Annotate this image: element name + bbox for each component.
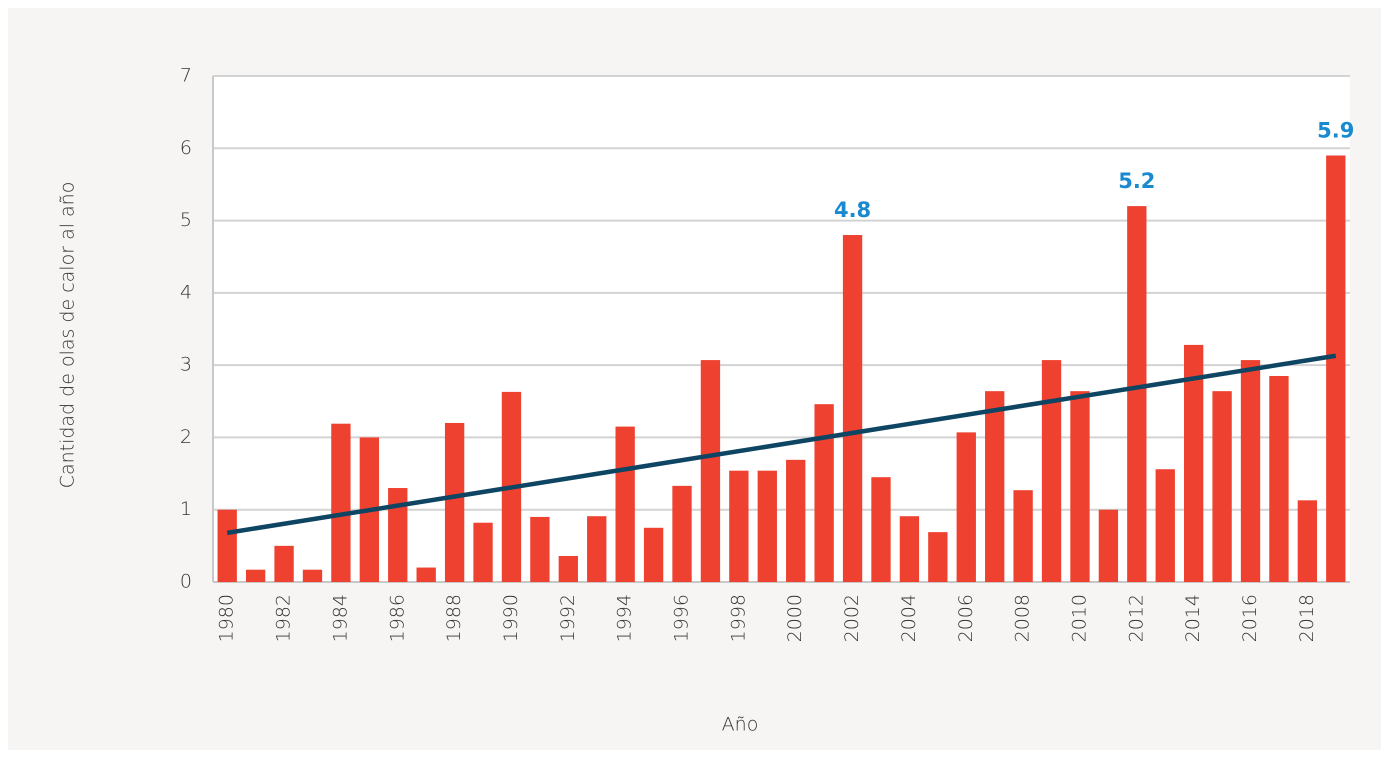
bar [786, 459, 806, 582]
x-tick-label: 2010 [1068, 594, 1090, 642]
bar [444, 422, 465, 582]
bar [1183, 344, 1204, 582]
bar [274, 545, 294, 582]
x-tick-label: 1990 [500, 594, 522, 642]
bar [1098, 509, 1119, 582]
bar [388, 488, 408, 582]
x-tick-label: 2018 [1296, 594, 1318, 642]
bar [956, 432, 976, 582]
x-tick-label: 2016 [1239, 594, 1261, 642]
x-tick-label: 2008 [1012, 594, 1034, 642]
bar [814, 404, 834, 582]
y-tick-label: 3 [180, 354, 192, 376]
x-tick-label: 2000 [784, 594, 806, 642]
bar [899, 516, 920, 582]
bar [643, 527, 664, 582]
bar [842, 235, 863, 582]
y-tick-label: 7 [180, 65, 192, 87]
bar [757, 470, 777, 582]
bar [331, 423, 351, 582]
y-tick-label: 0 [180, 571, 192, 593]
bar [1013, 490, 1033, 582]
x-tick-label: 2006 [955, 594, 977, 642]
bar [871, 477, 891, 582]
x-tick-label: 1986 [386, 594, 408, 642]
x-tick-label: 2004 [898, 594, 920, 642]
x-tick-label: 1996 [671, 594, 693, 642]
bar [1297, 500, 1318, 582]
y-tick-label: 6 [180, 137, 192, 159]
y-tick-label: 4 [180, 281, 192, 303]
bar [700, 360, 721, 582]
x-tick-label: 1984 [329, 594, 351, 642]
bar [587, 516, 607, 582]
bar [1070, 391, 1090, 582]
x-tick-label: 2014 [1182, 594, 1204, 642]
y-tick-label: 2 [180, 426, 192, 448]
bar [615, 426, 635, 582]
x-tick-label: 1992 [557, 594, 579, 642]
bar [1240, 360, 1261, 582]
value-label: 5.9 [1317, 119, 1354, 143]
x-tick-label: 2012 [1125, 594, 1147, 642]
bar [1155, 469, 1175, 582]
value-label: 5.2 [1118, 169, 1155, 193]
bar [1041, 360, 1062, 582]
bar [672, 485, 692, 582]
x-axis-title: Año [722, 714, 759, 736]
x-tick-label: 2002 [841, 594, 863, 642]
bar [245, 569, 266, 582]
bar [416, 567, 436, 582]
y-axis-title: Cantidad de olas de calor al año [57, 182, 79, 489]
bar [729, 470, 749, 582]
x-tick-label: 1998 [727, 594, 749, 642]
x-tick-label: 1982 [273, 594, 295, 642]
bar [985, 391, 1005, 582]
y-tick-label: 1 [180, 498, 192, 520]
bar [1269, 375, 1289, 582]
value-label: 4.8 [834, 198, 871, 222]
bar [1212, 391, 1232, 582]
x-tick-label: 1994 [614, 594, 636, 642]
bar [1326, 155, 1346, 582]
x-tick-label: 1988 [443, 594, 465, 642]
y-tick-label: 5 [180, 209, 192, 231]
x-tick-label: 1980 [216, 594, 238, 642]
bar [530, 516, 550, 582]
bar [1127, 206, 1147, 582]
bar [302, 569, 323, 582]
bar [217, 509, 237, 582]
bar [558, 555, 578, 582]
trend-line [226, 353, 1337, 536]
bar [928, 532, 948, 582]
bar [473, 522, 493, 582]
